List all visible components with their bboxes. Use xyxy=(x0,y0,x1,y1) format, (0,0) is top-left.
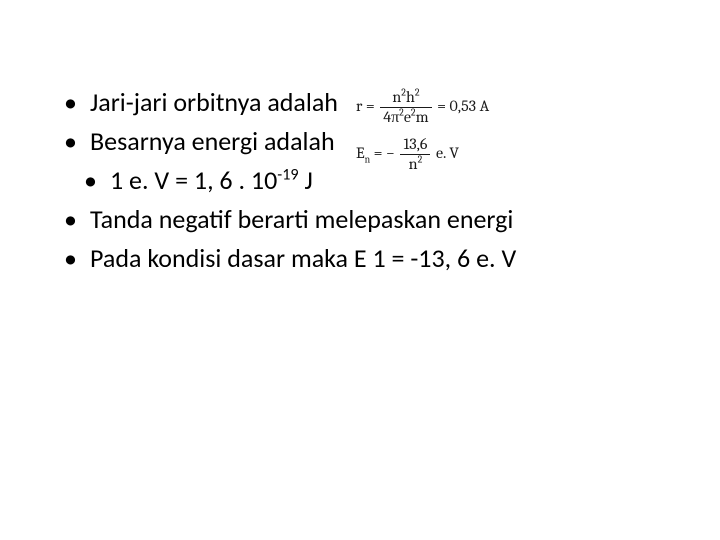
bullet-item: Pada kondisi dasar maka E 1 = -13, 6 e. … xyxy=(60,241,680,276)
bullet-list-bottom: Tanda negatif berarti melepaskan energi … xyxy=(60,202,680,276)
formula-block: r = n2h2 4π2e2m = 0,53 A En = − 13,6 n2 … xyxy=(356,85,489,183)
coef: 4π xyxy=(383,108,399,126)
denominator: 4π2e2m xyxy=(380,108,431,126)
bullet-item: Besarnya energi adalah xyxy=(60,124,338,159)
formula-energy: En = − 13,6 n2 e. V xyxy=(356,136,489,173)
exp: 2 xyxy=(415,88,420,99)
bullet-text: Pada kondisi dasar maka E 1 = -13, 6 e. … xyxy=(90,242,516,274)
var: n xyxy=(392,88,401,106)
bullet-item-indent: 1 e. V = 1, 6 . 10-19 J xyxy=(60,163,338,198)
minus-sign: − xyxy=(386,144,395,162)
formula-value: 0,53 A xyxy=(450,97,490,115)
var: e xyxy=(404,108,411,126)
var: n xyxy=(409,155,418,173)
superscript: -19 xyxy=(277,166,298,185)
fraction: 13,6 n2 xyxy=(400,136,430,173)
bullet-text: Tanda negatif berarti melepaskan energi xyxy=(90,203,513,235)
unit: e. V xyxy=(436,144,459,162)
bullet-text: Jari-jari orbitnya adalah xyxy=(90,86,338,118)
subscript: n xyxy=(365,154,371,165)
bullet-text: Besarnya energi adalah xyxy=(90,125,335,157)
exp: 2 xyxy=(418,154,423,165)
bullet-text-part: 1 e. V = 1, 6 . 10 xyxy=(110,164,277,196)
bullet-item: Tanda negatif berarti melepaskan energi xyxy=(60,202,680,237)
var: h xyxy=(406,88,415,106)
bullet-list-top: Jari-jari orbitnya adalah Besarnya energ… xyxy=(60,85,338,202)
bullet-item: Jari-jari orbitnya adalah xyxy=(60,85,338,120)
slide: Jari-jari orbitnya adalah Besarnya energ… xyxy=(0,0,720,540)
var: m xyxy=(416,108,429,126)
denominator: n2 xyxy=(400,155,430,173)
bullet-text-part: J xyxy=(299,164,313,196)
formula-radius: r = n2h2 4π2e2m = 0,53 A xyxy=(356,89,489,126)
numerator: 13,6 xyxy=(400,136,430,155)
numerator: n2h2 xyxy=(380,89,431,108)
fraction: n2h2 4π2e2m xyxy=(380,89,431,126)
formula-lhs-base: E xyxy=(356,144,365,162)
top-row: Jari-jari orbitnya adalah Besarnya energ… xyxy=(60,85,680,202)
formula-lhs: r xyxy=(356,97,362,115)
